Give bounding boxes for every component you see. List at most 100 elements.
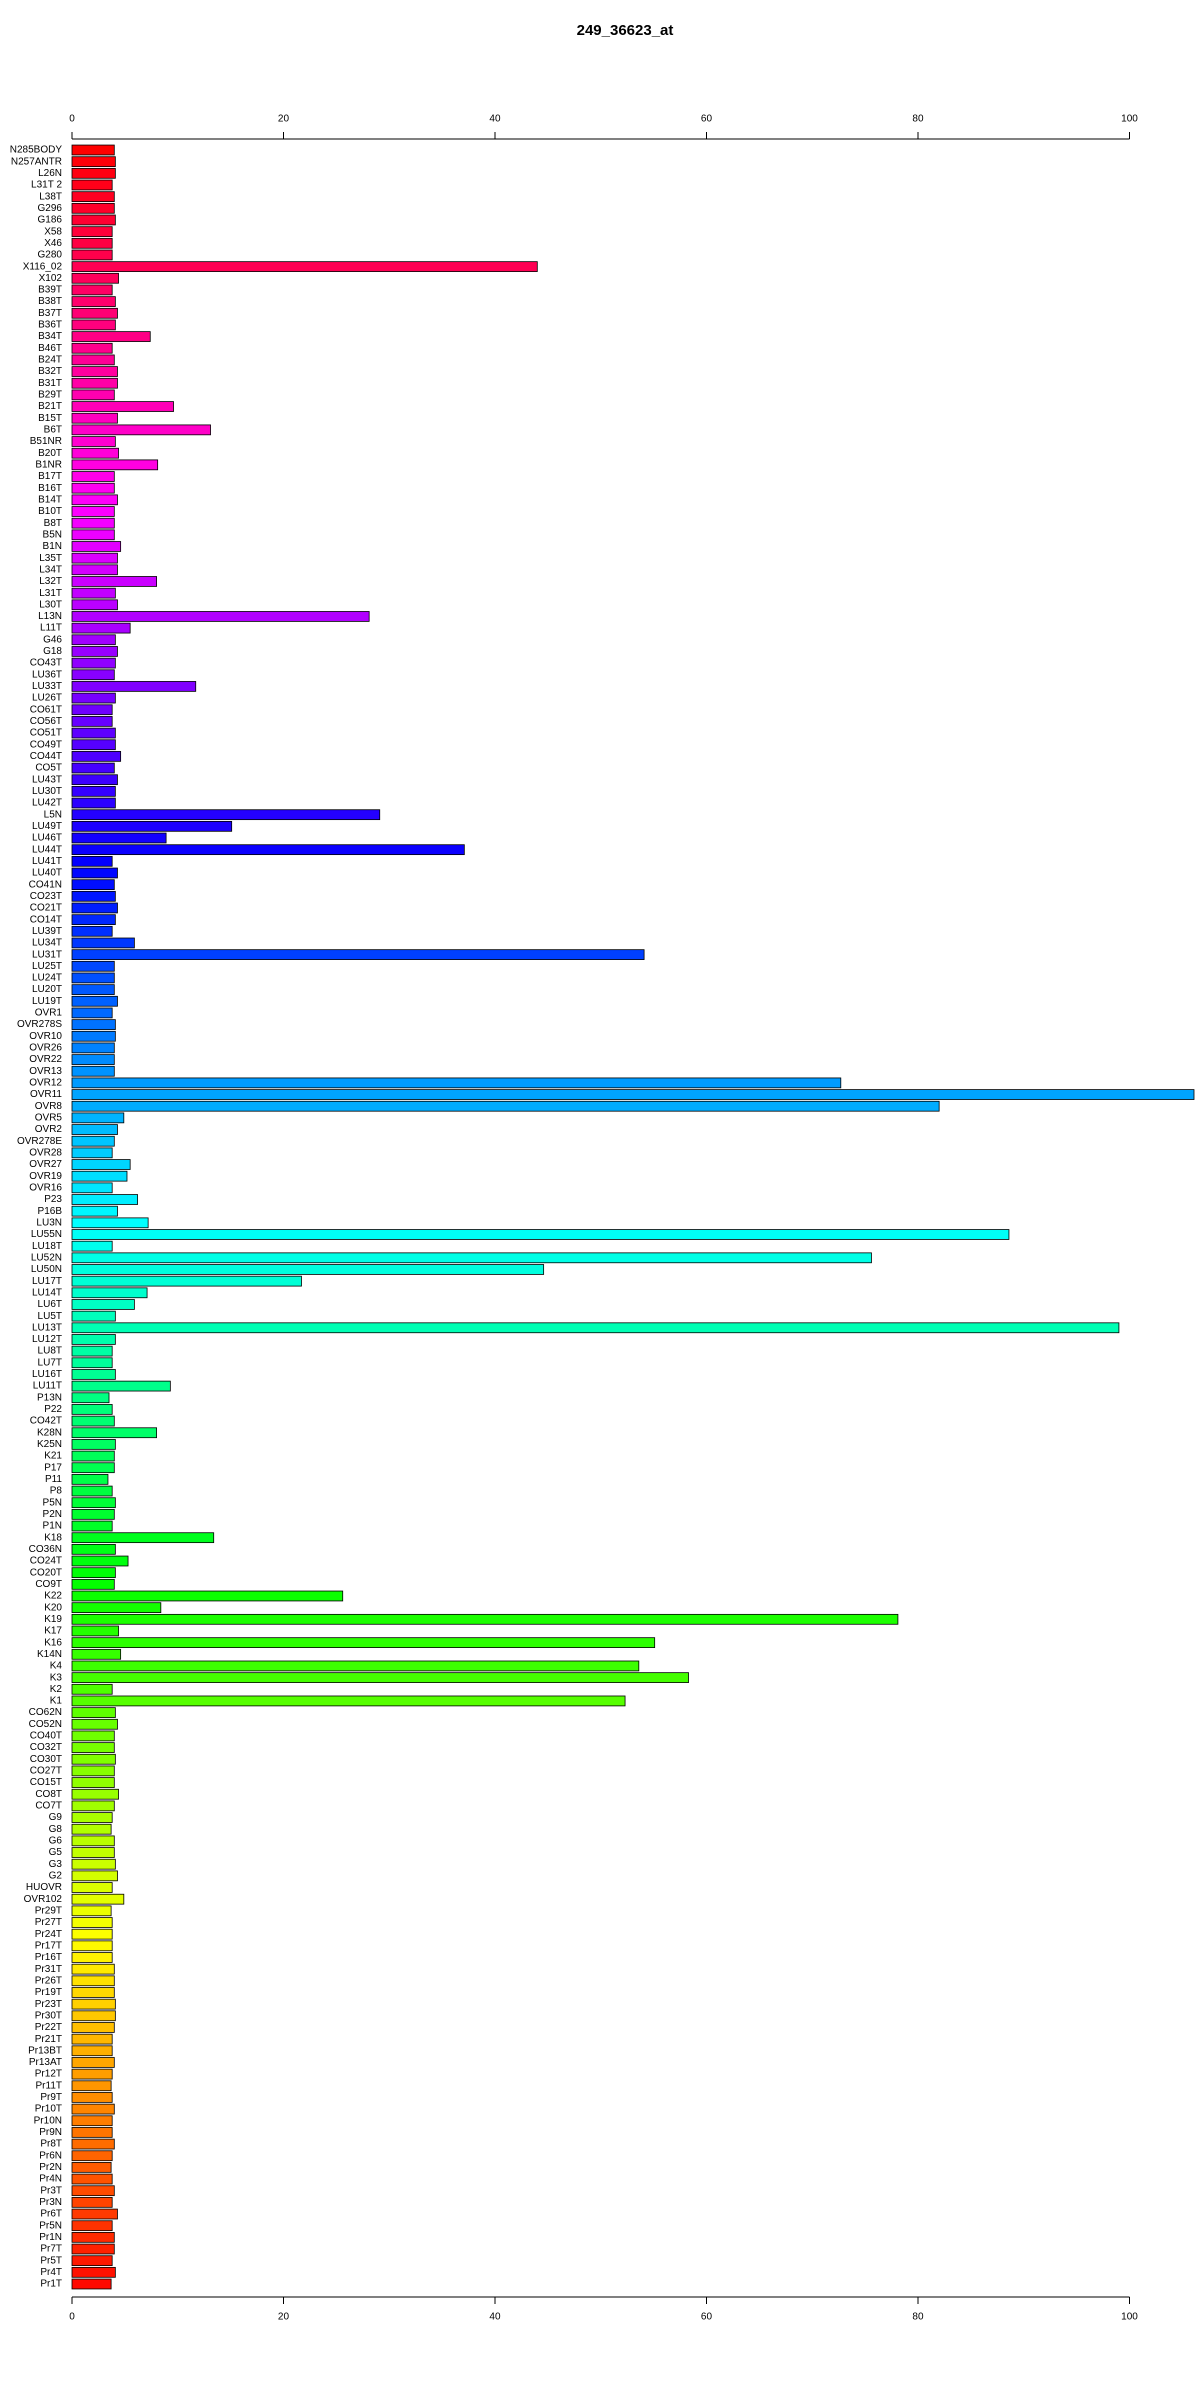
bar: [71, 925, 113, 937]
bar: [71, 179, 113, 191]
bar: [71, 1369, 116, 1380]
y-tick-label: LU20T: [32, 984, 62, 995]
y-tick-label: K1: [50, 1696, 63, 1707]
bar: [71, 1205, 118, 1217]
bar: [71, 1170, 128, 1182]
bar: [71, 471, 115, 482]
y-tick-label: Pr10N: [34, 2115, 62, 2126]
bar: [71, 587, 116, 599]
y-tick-label: Pr23T: [35, 1999, 62, 2010]
bar: [71, 1788, 119, 1800]
bar: [71, 436, 116, 447]
bar: [71, 296, 116, 307]
bar: [71, 1660, 640, 1672]
y-tick-label: LU18T: [32, 1241, 62, 1252]
y-tick-label: CO14T: [30, 914, 62, 925]
y-tick-label: P11: [45, 1474, 62, 1485]
y-tick-label: B51NR: [30, 436, 62, 447]
y-tick-label: Pr13BT: [28, 2045, 62, 2056]
y-tick-label: G3: [49, 1859, 63, 1870]
y-tick-label: B32T: [38, 366, 62, 377]
y-tick-label: LU55N: [31, 1229, 62, 1240]
y-tick-label: L34T: [39, 564, 62, 575]
y-tick-label: CO51T: [30, 728, 62, 739]
y-tick-label: LU14T: [32, 1287, 62, 1298]
y-tick-label: Pr4T: [40, 2267, 62, 2278]
bar: [71, 774, 118, 786]
y-tick-label: P1N: [43, 1521, 62, 1532]
bar: [71, 1229, 1010, 1240]
y-tick-label: LU12T: [32, 1334, 62, 1345]
y-tick-label: OVR26: [29, 1043, 62, 1054]
y-tick-label: P2N: [43, 1509, 62, 1520]
y-tick-label: Pr2N: [39, 2162, 62, 2173]
y-tick-label: CO8T: [35, 1789, 62, 1800]
bar: [71, 2255, 113, 2267]
bar: [71, 937, 135, 949]
y-tick-label: K22: [44, 1591, 62, 1602]
bar: [71, 167, 116, 179]
y-tick-label: CO23T: [30, 891, 62, 902]
bar: [71, 249, 113, 261]
y-tick-label: LU16T: [32, 1369, 62, 1380]
bar: [71, 2243, 115, 2255]
y-tick-label: LU8T: [38, 1346, 62, 1357]
bar: [71, 459, 159, 471]
bar: [71, 1392, 110, 1404]
chart-title: 249_36623_at: [577, 22, 674, 39]
bar: [71, 809, 381, 821]
y-tick-label: Pr5T: [40, 2255, 62, 2266]
bar: [71, 1847, 115, 1858]
y-tick-label: P23: [44, 1194, 62, 1205]
bar: [71, 564, 118, 576]
y-tick-label: LU41T: [32, 856, 62, 867]
bar: [71, 984, 115, 995]
y-tick-label: LU11T: [33, 1381, 62, 1392]
bar: [71, 762, 115, 774]
y-tick-label: K16: [44, 1637, 62, 1648]
y-tick-label: L32T: [39, 576, 62, 587]
y-tick-label: CO27T: [30, 1766, 62, 1777]
y-tick-label: L30T: [39, 599, 62, 610]
y-tick-label: Pr26T: [35, 1975, 62, 1986]
bar: [71, 855, 113, 867]
y-tick-label: CO21T: [30, 903, 62, 914]
x-tick-label: 40: [489, 2312, 501, 2323]
bar: [71, 1707, 116, 1718]
y-tick-label: Pr5N: [39, 2220, 62, 2231]
y-tick-label: B39T: [38, 285, 62, 296]
bar: [71, 1602, 162, 1614]
bar: [71, 2127, 113, 2138]
y-tick-label: LU26T: [32, 693, 62, 704]
bar: [71, 1357, 113, 1369]
bar: [71, 2162, 112, 2173]
bar: [71, 342, 113, 354]
y-tick-label: G2: [49, 1870, 63, 1881]
y-tick-label: G9: [49, 1812, 63, 1823]
y-tick-label: CO9T: [35, 1579, 62, 1590]
bar: [71, 1217, 149, 1229]
y-tick-label: OVR102: [24, 1894, 63, 1905]
y-tick-label: CO43T: [30, 658, 62, 669]
y-tick-label: OVR27: [29, 1159, 62, 1170]
y-tick-label: CO32T: [30, 1742, 62, 1753]
bar: [71, 646, 118, 657]
y-tick-label: Pr19T: [35, 1987, 62, 1998]
bar: [71, 1194, 138, 1205]
y-tick-label: Pr24T: [35, 1929, 62, 1940]
bar: [71, 1648, 122, 1660]
y-tick-label: LU46T: [32, 833, 62, 844]
y-tick-label: CO36N: [29, 1544, 62, 1555]
bar: [71, 2057, 115, 2068]
bar: [71, 622, 131, 634]
bar: [71, 1100, 940, 1112]
y-tick-label: G186: [38, 215, 63, 226]
y-tick-label: OVR278E: [17, 1136, 62, 1147]
bar: [71, 1404, 113, 1415]
bar: [71, 1147, 113, 1159]
y-tick-label: B8T: [44, 518, 62, 529]
y-tick-label: CO52N: [29, 1719, 62, 1730]
x-tick-label: 20: [278, 2312, 290, 2323]
bar: [71, 1590, 344, 1602]
y-tick-label: Pr22T: [35, 2022, 62, 2033]
